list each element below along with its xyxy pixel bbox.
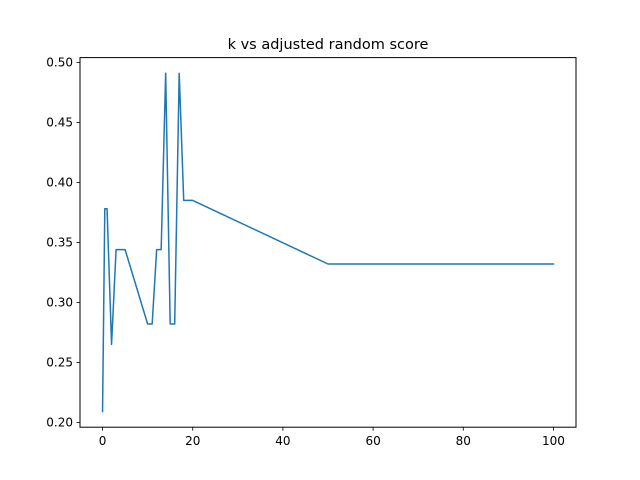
y-tick-label: 0.35: [46, 236, 73, 250]
x-tick-label: 40: [275, 434, 290, 448]
y-tick-label: 0.20: [46, 416, 73, 430]
plot-area: [101, 72, 555, 413]
series-line: [101, 72, 555, 413]
y-tick-label: 0.50: [46, 56, 73, 70]
y-tick-label: 0.45: [46, 116, 73, 130]
x-tick-label: 20: [185, 434, 200, 448]
x-tick-label: 100: [542, 434, 565, 448]
y-tick-label: 0.25: [46, 356, 73, 370]
chart-title: k vs adjusted random score: [228, 37, 429, 53]
y-tick-label: 0.40: [46, 176, 73, 190]
axes: 0 20 40 60 80 100 0.20 0.25 0.30 0.35 0.40 0.45 0.50: [46, 56, 565, 449]
y-tick-label: 0.30: [46, 296, 73, 310]
x-tick-label: 0: [99, 434, 107, 448]
axes-frame: [79, 57, 577, 428]
x-tick-label: 80: [456, 434, 471, 448]
x-tick-label: 60: [365, 434, 380, 448]
